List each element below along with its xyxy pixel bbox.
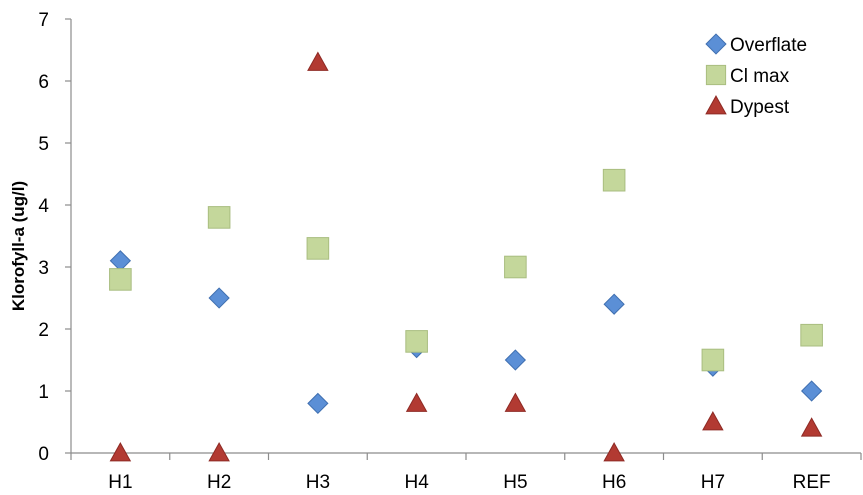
point-triangle [208,442,230,462]
x-tick-label: H7 [701,472,725,493]
point-diamond [800,380,823,402]
y-tick-label: 2 [38,320,49,341]
point-triangle [800,417,823,437]
x-tick-label: H6 [602,472,626,493]
point-diamond [208,287,230,309]
point-triangle [109,442,132,462]
point-square [109,268,132,291]
point-diamond [504,349,527,371]
legend-label: Overflate [730,35,807,56]
legend-marker-diamond [705,33,727,55]
legend-marker-square [705,64,727,86]
x-tick-label: H2 [207,472,231,493]
y-axis-title: Klorofyll-a (ug/l) [9,181,28,311]
point-triangle [702,411,724,431]
y-tick-label: 7 [38,10,49,31]
legend: Overflate Cl max Dypest [705,33,807,118]
y-tick-label: 6 [38,72,49,93]
point-square [602,168,626,192]
point-square [701,348,725,372]
point-square [306,237,330,260]
y-tick-label: 5 [38,134,49,155]
axes [65,18,862,460]
point-square [504,255,527,279]
y-tick-label: 3 [38,258,49,279]
legend-marker-triangle [705,95,727,115]
x-tick-label: H4 [404,472,429,493]
point-triangle [504,392,527,412]
point-diamond [307,392,329,415]
tick-labels: 0 1 2 3 4 5 6 7 H1 H2 H3 H4 H5 H6 H7 REF [38,10,830,493]
y-tick-label: 0 [38,444,49,465]
x-tick-label: H5 [503,472,527,493]
x-tick-label: H1 [108,472,132,493]
data-marks [109,51,823,462]
point-triangle [307,51,329,71]
point-diamond [603,293,625,315]
y-tick-label: 1 [38,382,49,403]
legend-label: Dypest [730,97,790,118]
point-square [405,330,428,353]
legend-label: Cl max [730,66,790,87]
point-triangle [405,392,428,412]
point-diamond [109,250,132,272]
point-square [800,323,823,347]
point-square [207,206,231,229]
x-tick-label: REF [793,472,831,493]
point-triangle [603,442,625,462]
x-tick-label: H3 [306,472,330,493]
y-tick-label: 4 [38,196,49,217]
